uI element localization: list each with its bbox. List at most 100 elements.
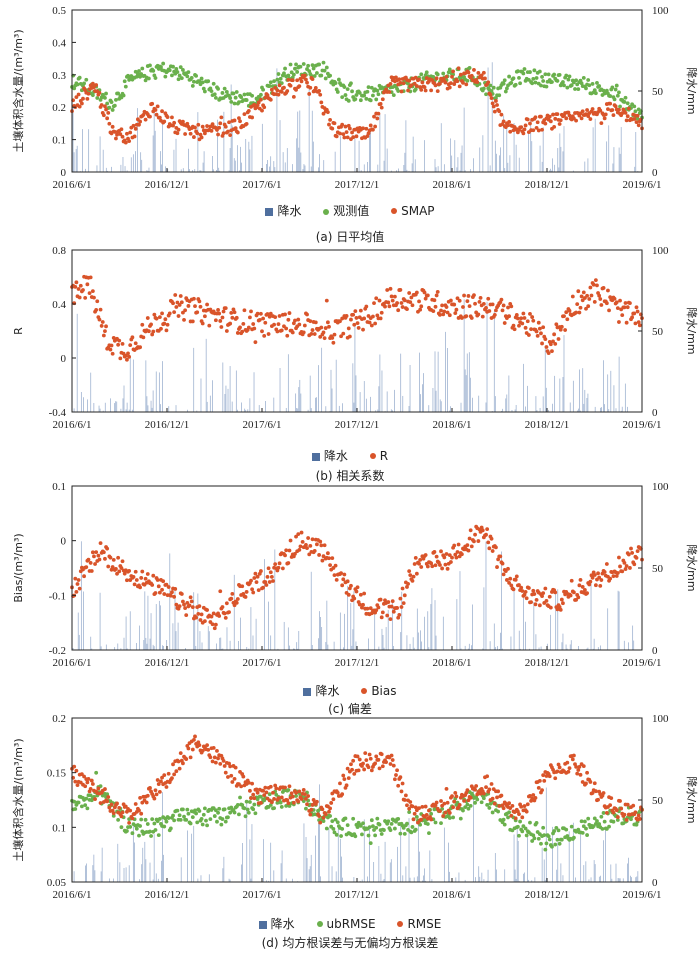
data-point	[540, 127, 544, 132]
data-point	[275, 88, 280, 93]
data-point	[233, 95, 238, 100]
data-point	[110, 124, 115, 129]
data-point	[346, 326, 351, 331]
data-point	[409, 295, 414, 300]
data-point	[513, 82, 518, 87]
data-point	[379, 832, 384, 836]
y2-tick-label: 0	[652, 167, 658, 179]
data-point	[343, 816, 348, 821]
data-point	[261, 316, 265, 321]
data-point	[291, 800, 296, 805]
y-axis-title: 土壤体积含水量/(m³/m³)	[11, 29, 25, 152]
data-point	[97, 90, 102, 95]
data-point	[395, 768, 399, 773]
data-point	[366, 765, 371, 770]
data-point	[462, 293, 466, 298]
data-point	[125, 357, 129, 362]
data-point	[73, 284, 78, 289]
y2-tick-label: 50	[652, 86, 664, 98]
data-point	[467, 66, 472, 70]
data-point	[587, 83, 592, 88]
data-point	[160, 311, 164, 316]
data-point	[490, 302, 495, 307]
data-point	[386, 300, 391, 305]
data-point	[488, 83, 493, 88]
data-point	[288, 62, 293, 67]
data-point	[466, 294, 471, 298]
data-point	[226, 815, 230, 820]
data-point	[349, 762, 353, 767]
data-point	[286, 801, 291, 806]
data-point	[172, 818, 177, 823]
data-point	[228, 96, 233, 100]
data-point	[163, 317, 168, 322]
data-point	[515, 69, 520, 74]
data-point	[138, 119, 142, 124]
data-point	[107, 105, 112, 110]
data-point	[400, 305, 405, 309]
data-point	[213, 95, 218, 100]
data-point	[194, 811, 199, 816]
data-point	[543, 72, 548, 77]
data-point	[229, 773, 234, 778]
data-point	[434, 76, 439, 81]
data-point	[585, 833, 589, 837]
data-point	[585, 770, 589, 775]
data-point	[592, 88, 597, 93]
data-point	[264, 790, 269, 795]
data-point	[588, 117, 593, 121]
data-point	[330, 336, 335, 340]
data-point	[150, 101, 155, 106]
data-point	[374, 296, 379, 301]
data-point	[410, 825, 415, 829]
data-point	[199, 816, 204, 821]
data-point	[574, 765, 579, 769]
data-point	[555, 112, 560, 117]
data-point	[360, 832, 364, 837]
data-point	[181, 68, 185, 72]
data-point	[595, 819, 599, 823]
data-point	[603, 112, 608, 117]
data-point	[153, 108, 158, 112]
data-point	[479, 73, 484, 78]
data-point	[407, 78, 412, 83]
data-point	[302, 73, 307, 78]
data-point	[449, 81, 453, 86]
data-point	[279, 795, 284, 800]
data-point	[200, 321, 205, 326]
data-point	[97, 317, 102, 322]
data-point	[399, 89, 404, 94]
data-point	[278, 76, 283, 81]
data-point	[345, 87, 350, 92]
data-point	[588, 780, 593, 784]
data-point	[275, 77, 280, 82]
data-point	[379, 105, 384, 110]
data-point	[511, 76, 516, 81]
data-point	[380, 97, 385, 102]
data-point	[296, 799, 301, 804]
data-point	[179, 300, 184, 305]
data-point	[151, 329, 156, 334]
data-point	[131, 123, 136, 128]
data-point	[481, 70, 486, 75]
data-point	[114, 136, 118, 141]
data-point	[137, 122, 141, 127]
data-point	[290, 794, 295, 799]
data-point	[197, 809, 202, 813]
data-point	[608, 101, 613, 106]
data-point	[328, 73, 332, 78]
data-point	[495, 103, 499, 107]
data-point	[344, 130, 349, 135]
data-point	[533, 115, 538, 120]
data-point	[366, 85, 371, 90]
data-point	[139, 817, 144, 822]
data-point	[135, 72, 140, 77]
data-point	[624, 818, 629, 822]
data-point	[475, 80, 480, 85]
data-point	[558, 118, 563, 123]
data-point	[347, 126, 352, 131]
data-point	[623, 95, 628, 100]
data-point	[454, 794, 459, 799]
data-point	[263, 320, 268, 325]
data-point	[239, 95, 244, 99]
